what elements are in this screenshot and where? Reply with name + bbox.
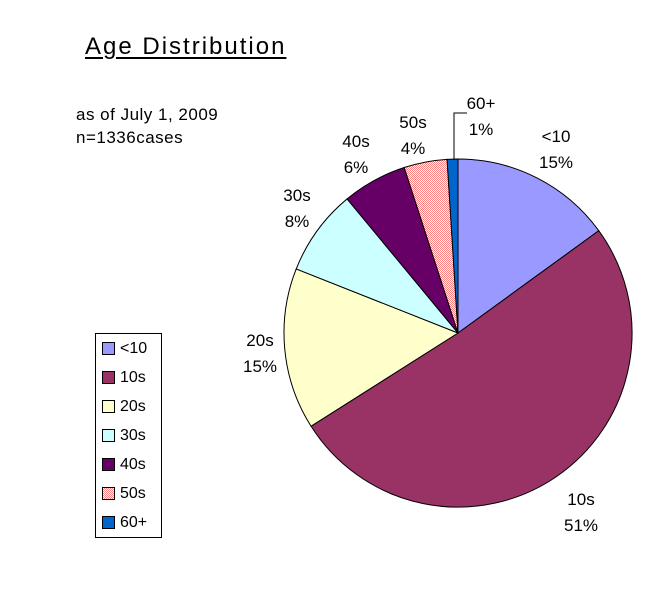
slice-label-value-10: 15% xyxy=(539,153,573,172)
slice-label-value-30s: 8% xyxy=(285,212,310,231)
slice-label-name-40s: 40s xyxy=(342,132,369,151)
slice-label-name-30s: 30s xyxy=(283,186,310,205)
chart-title: Age Distribution xyxy=(85,33,287,60)
slice-label-name-10s: 10s xyxy=(567,490,594,509)
legend-label-10s: 10s xyxy=(120,368,146,386)
legend-item-60: 60+ xyxy=(96,508,161,537)
slice-label-value-40s: 6% xyxy=(344,158,369,177)
slice-label-value-10s: 51% xyxy=(564,516,598,535)
leader-lines xyxy=(453,112,467,160)
pie-slices xyxy=(283,158,633,508)
slice-label-name-10: <10 xyxy=(542,127,571,146)
legend-item-10s: 10s xyxy=(96,363,161,392)
legend-swatch-10 xyxy=(102,342,115,355)
slice-label-name-50s: 50s xyxy=(399,113,426,132)
legend-item-40s: 40s xyxy=(96,450,161,479)
legend-label-50s: 50s xyxy=(120,484,146,502)
legend-swatch-60 xyxy=(102,516,115,529)
legend-item-30s: 30s xyxy=(96,421,161,450)
legend-item-50s: 50s xyxy=(96,479,161,508)
slice-label-value-60: 1% xyxy=(469,120,494,139)
chart-subtitle-date: as of July 1, 2009 xyxy=(76,105,219,124)
chart-subtitle-sample-size: n=1336cases xyxy=(76,128,184,147)
legend-label-20s: 20s xyxy=(120,397,146,415)
legend-swatch-40s xyxy=(102,458,115,471)
slice-label-name-60: 60+ xyxy=(467,94,496,113)
legend-label-60: 60+ xyxy=(120,513,148,531)
legend: <10 10s 20s 30s 40s 50s 60+ xyxy=(95,333,162,538)
pie-slice-60 xyxy=(446,158,459,334)
legend-swatch-50s xyxy=(102,487,115,500)
pie-slice-10s xyxy=(310,230,633,508)
legend-label-30s: 30s xyxy=(120,426,146,444)
legend-item-10: <10 xyxy=(96,334,161,363)
legend-swatch-10s xyxy=(102,371,115,384)
legend-item-20s: 20s xyxy=(96,392,161,421)
legend-swatch-30s xyxy=(102,429,115,442)
chart-subtitle: as of July 1, 2009 n=1336cases xyxy=(76,103,218,149)
slice-label-value-20s: 15% xyxy=(243,357,277,376)
pie-slice-10 xyxy=(457,158,600,334)
legend-swatch-20s xyxy=(102,400,115,413)
leader-line-60 xyxy=(453,112,467,160)
legend-label-10: <10 xyxy=(120,339,148,357)
pie-slice-20s xyxy=(283,268,460,427)
legend-label-40s: 40s xyxy=(120,455,146,473)
slice-labels: <10 15% 10s 51% 20s 15% 30s 8% 40s 6% 50s 4% 60+ 1% xyxy=(243,94,598,535)
slice-label-name-20s: 20s xyxy=(246,331,273,350)
slice-label-value-50s: 4% xyxy=(401,139,426,158)
